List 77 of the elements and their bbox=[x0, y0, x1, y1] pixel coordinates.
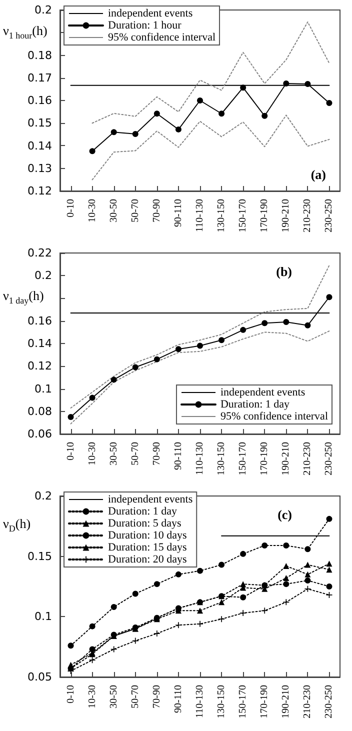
y-tick-label: 0.14 bbox=[28, 337, 52, 350]
y-tick-label: 0.22 bbox=[28, 246, 52, 260]
x-tick-label: 0-10 bbox=[65, 442, 76, 460]
y-tick-label: 0.1 bbox=[34, 610, 52, 624]
x-tick-label: 70-90 bbox=[151, 199, 162, 222]
annotation: (b) bbox=[276, 264, 292, 279]
legend-label: independent events bbox=[220, 386, 306, 398]
y-tick-label: 0.18 bbox=[28, 48, 52, 62]
legend-label: 95% confidence interval bbox=[108, 32, 216, 44]
legend-label: Duration: 1 day bbox=[220, 398, 290, 410]
x-tick-label: 130-150 bbox=[216, 442, 228, 476]
x-tick-label: 50-70 bbox=[130, 199, 141, 222]
legend-label: Duration: 20 days bbox=[108, 554, 187, 566]
y-tick-label: 0.2 bbox=[34, 269, 52, 282]
x-tick-label: 10-30 bbox=[86, 442, 98, 466]
x-tick-label: 0-10 bbox=[65, 199, 76, 218]
x-tick-label: 170-190 bbox=[259, 442, 270, 476]
x-tick-label: 130-150 bbox=[216, 685, 228, 718]
x-tick-label: 110-130 bbox=[194, 685, 206, 718]
annotation: (c) bbox=[278, 507, 292, 522]
y-tick-label: 0.2 bbox=[34, 490, 52, 502]
y-tick-label: 0.16 bbox=[28, 94, 52, 107]
x-tick-label: 210-230 bbox=[302, 199, 314, 232]
legend-label: 95% confidence interval bbox=[220, 410, 328, 422]
x-tick-label: 190-210 bbox=[280, 199, 292, 232]
x-tick-label: 70-90 bbox=[151, 442, 162, 466]
x-tick-label: 230-250 bbox=[324, 685, 335, 718]
x-tick-label: 90-110 bbox=[172, 199, 184, 227]
x-tick-label: 150-170 bbox=[238, 199, 249, 232]
x-tick-label: 230-250 bbox=[324, 442, 335, 476]
y-tick-label: 0.15 bbox=[28, 550, 52, 563]
x-tick-label: 0-10 bbox=[65, 685, 76, 704]
y-tick-label: 0.08 bbox=[28, 404, 52, 418]
legend-label: Duration: 1 day bbox=[108, 506, 178, 518]
x-tick-label: 110-130 bbox=[194, 199, 206, 232]
x-tick-label: 130-150 bbox=[216, 199, 228, 232]
x-tick-label: 10-30 bbox=[86, 199, 98, 222]
x-tick-label: 170-190 bbox=[259, 199, 270, 232]
legend-label: independent events bbox=[108, 8, 193, 20]
x-tick-label: 90-110 bbox=[172, 442, 184, 470]
x-tick-label: 110-130 bbox=[194, 442, 206, 475]
y-tick-label: 0.15 bbox=[28, 116, 52, 130]
x-tick-label: 50-70 bbox=[130, 685, 141, 708]
y-tick-label: 0.12 bbox=[28, 360, 52, 373]
legend-label: Duration: 5 days bbox=[108, 518, 182, 530]
legend-label: Duration: 10 days bbox=[108, 530, 187, 542]
x-tick-label: 170-190 bbox=[259, 685, 270, 718]
legend-label: Duration: 15 days bbox=[108, 542, 187, 554]
x-tick-label: 210-230 bbox=[302, 685, 314, 718]
x-tick-label: 190-210 bbox=[280, 685, 292, 718]
x-tick-label: 210-230 bbox=[302, 442, 314, 476]
x-tick-label: 70-90 bbox=[151, 685, 162, 708]
y-tick-label: 0.06 bbox=[28, 428, 52, 440]
y-tick-label: 0.16 bbox=[28, 314, 52, 328]
x-tick-label: 10-30 bbox=[86, 685, 98, 708]
y-axis-title: ν$_{D}$(h) bbox=[3, 516, 31, 534]
y-axis-title: ν$_{1 day}$(h) bbox=[3, 288, 44, 306]
x-tick-label: 30-50 bbox=[108, 442, 120, 466]
y-tick-label: 0.1 bbox=[34, 382, 52, 396]
x-tick-label: 90-110 bbox=[172, 685, 184, 713]
y-tick-label: 0.2 bbox=[34, 4, 52, 16]
x-tick-label: 190-210 bbox=[280, 442, 292, 476]
legend-label: Duration: 1 hour bbox=[108, 20, 182, 32]
y-tick-label: 0.05 bbox=[28, 670, 52, 684]
x-tick-label: 50-70 bbox=[130, 442, 141, 466]
x-tick-label: 150-170 bbox=[238, 442, 249, 476]
x-tick-label: 150-170 bbox=[238, 685, 249, 718]
y-tick-label: 0.17 bbox=[28, 71, 52, 84]
y-tick-label: 0.12 bbox=[28, 184, 52, 198]
y-axis-title: ν$_{1 hour}$(h) bbox=[3, 23, 48, 41]
x-tick-label: 30-50 bbox=[108, 685, 120, 708]
x-tick-label: 230-250 bbox=[324, 199, 335, 232]
x-tick-label: 30-50 bbox=[108, 199, 120, 222]
y-tick-label: 0.13 bbox=[28, 162, 52, 175]
y-tick-label: 0.14 bbox=[28, 139, 52, 152]
annotation: (a) bbox=[310, 167, 326, 182]
legend-label: independent events bbox=[108, 494, 193, 506]
